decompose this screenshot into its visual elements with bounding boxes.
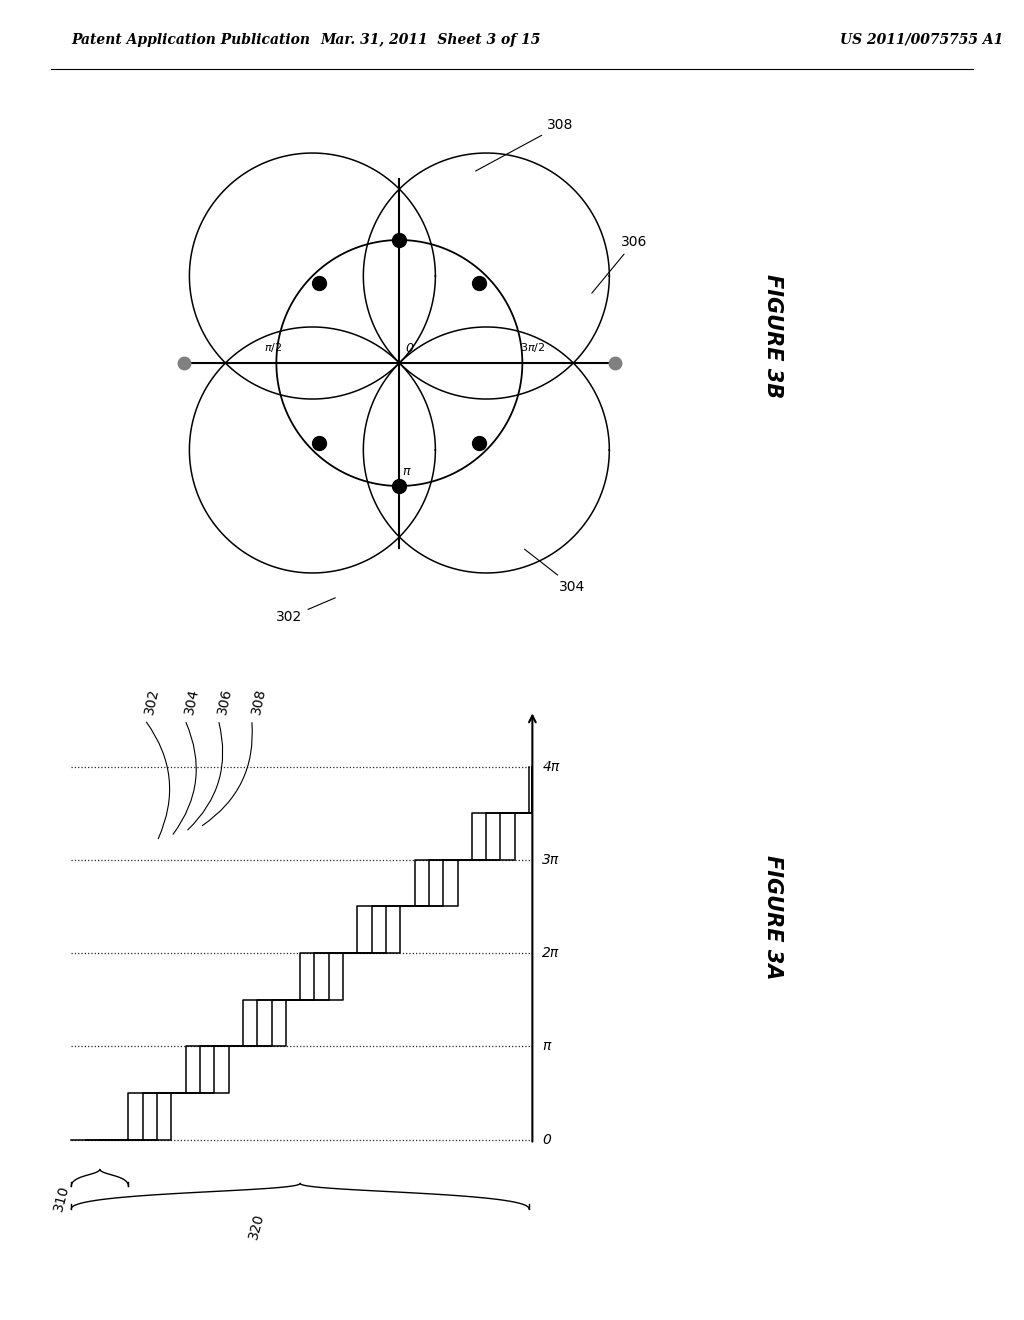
- Text: 302: 302: [276, 598, 335, 624]
- Text: $\pi$/2: $\pi$/2: [264, 341, 283, 354]
- Text: Mar. 31, 2011  Sheet 3 of 15: Mar. 31, 2011 Sheet 3 of 15: [319, 33, 541, 48]
- Text: 308: 308: [249, 686, 268, 715]
- Text: 3π: 3π: [543, 853, 560, 867]
- Text: 306: 306: [592, 235, 647, 293]
- Text: US 2011/0075755 A1: US 2011/0075755 A1: [840, 33, 1002, 48]
- Text: 304: 304: [524, 549, 586, 594]
- Text: 310: 310: [51, 1184, 72, 1213]
- Text: 304: 304: [182, 686, 201, 715]
- Text: $\pi$: $\pi$: [401, 465, 412, 478]
- Text: FIGURE 3B: FIGURE 3B: [763, 273, 783, 399]
- Text: π: π: [543, 1039, 551, 1053]
- Text: 302: 302: [142, 686, 161, 715]
- Text: 2π: 2π: [543, 946, 560, 960]
- Text: 4π: 4π: [543, 759, 560, 774]
- Text: FIGURE 3A: FIGURE 3A: [763, 854, 783, 979]
- Text: 308: 308: [475, 119, 573, 172]
- Text: 306: 306: [215, 686, 234, 715]
- Text: 320: 320: [247, 1212, 267, 1241]
- Text: 0: 0: [543, 1133, 551, 1147]
- Text: 3$\pi$/2: 3$\pi$/2: [520, 341, 545, 354]
- Text: 0: 0: [406, 342, 414, 355]
- Text: Patent Application Publication: Patent Application Publication: [72, 33, 310, 48]
